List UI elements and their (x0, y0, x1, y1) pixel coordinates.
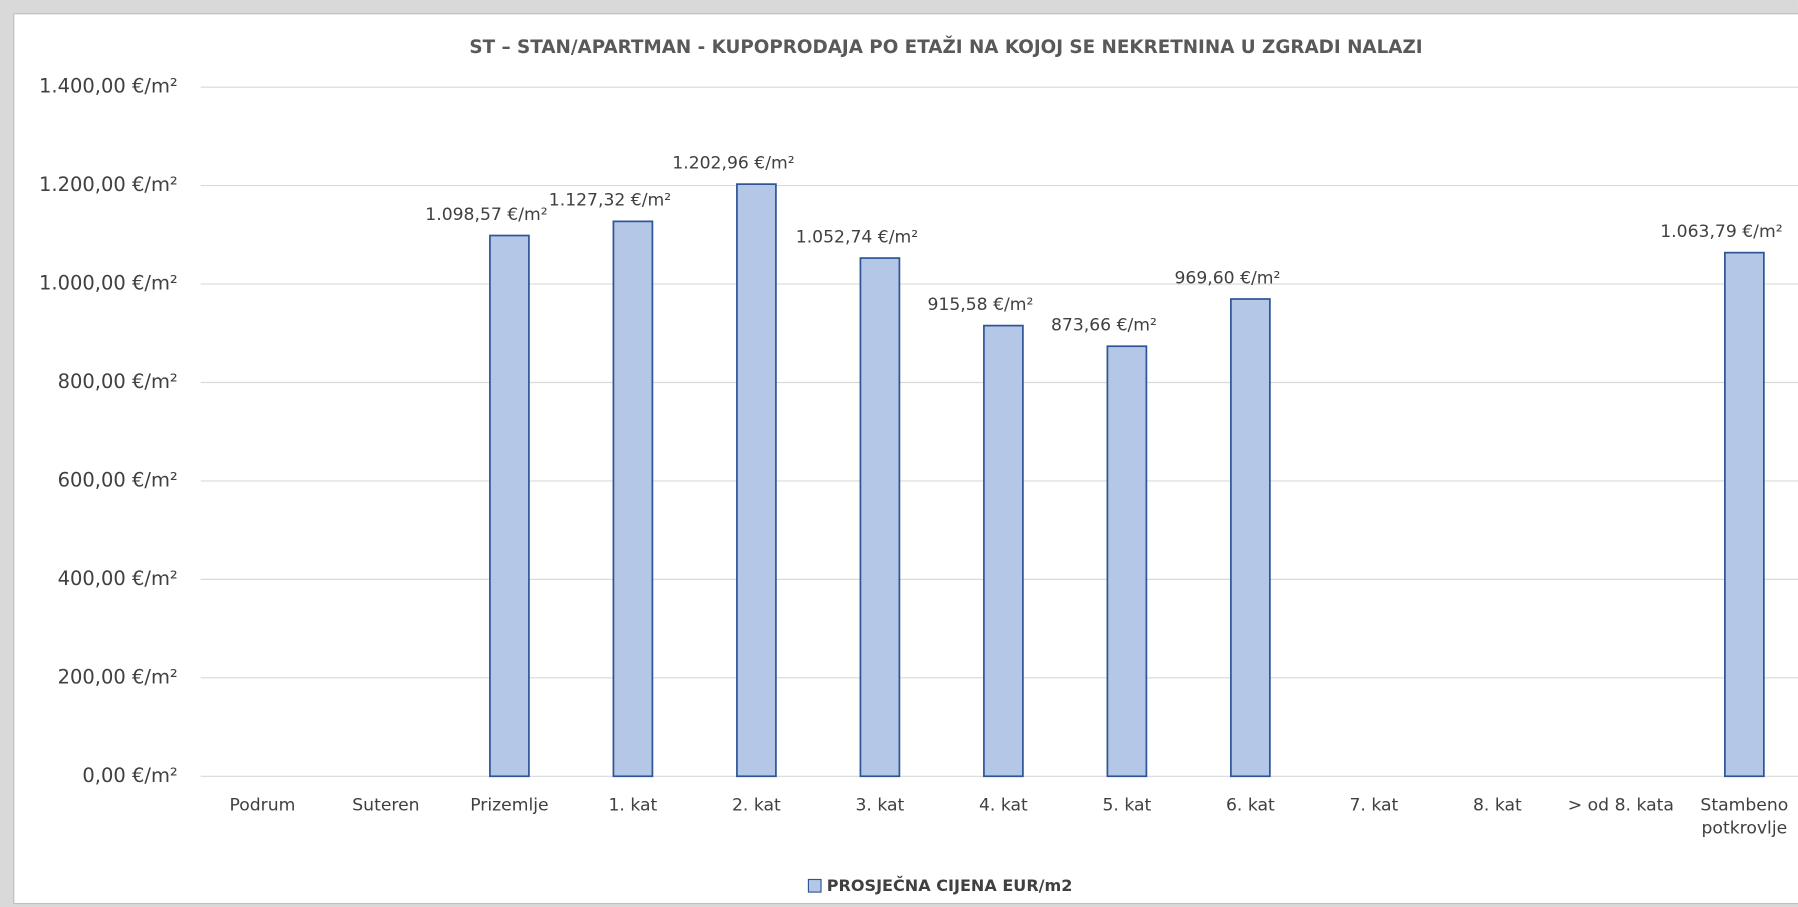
x-tick-label-box: 1. kat (608, 794, 658, 816)
x-tick-label: Stambeno potkrovlje (1700, 794, 1789, 839)
x-tick-label-box: 7. kat (1349, 794, 1399, 816)
x-tick-label-box: 4. kat (978, 794, 1028, 816)
data-label: 1.052,74 €/m² (796, 227, 918, 247)
x-tick-label: 7. kat (1349, 794, 1399, 816)
x-tick-label-box: 8. kat (1472, 794, 1522, 816)
x-tick-label-box: Suteren (352, 794, 420, 816)
data-label: 915,58 €/m² (927, 295, 1033, 315)
y-tick-label: 600,00 €/m² (58, 468, 178, 491)
x-tick-label: 8. kat (1472, 794, 1522, 816)
y-tick-label: 1.200,00 €/m² (39, 173, 178, 196)
bar (1230, 298, 1271, 778)
data-label: 1.098,57 €/m² (425, 205, 547, 225)
y-tick-label: 200,00 €/m² (58, 665, 178, 688)
x-tick-label-box: Stambeno potkrovlje (1700, 794, 1789, 839)
x-tick-label: 3. kat (855, 794, 905, 816)
chart-title: ST – STAN/APARTMAN - KUPOPRODAJA PO ETAŽ… (469, 36, 1422, 58)
data-label: 1.202,96 €/m² (672, 153, 794, 173)
bar (983, 324, 1024, 778)
x-tick-label-box: Podrum (229, 794, 296, 816)
bar (612, 220, 654, 778)
bar (1106, 345, 1148, 778)
x-tick-label-box: > od 8. kata (1567, 794, 1674, 816)
x-tick-label: Suteren (352, 794, 420, 816)
y-tick-label: 800,00 €/m² (58, 370, 178, 393)
x-tick-label-box: 5. kat (1102, 794, 1152, 816)
x-tick-label: Podrum (229, 794, 296, 816)
x-tick-label: Prizemlje (470, 794, 549, 816)
data-label: 969,60 €/m² (1174, 268, 1280, 288)
x-tick-label: 4. kat (978, 794, 1028, 816)
y-tick-label: 0,00 €/m² (82, 764, 177, 787)
y-tick-label: 1.400,00 €/m² (39, 75, 178, 98)
bar (489, 234, 530, 778)
data-label: 1.127,32 €/m² (549, 191, 671, 211)
x-tick-label: 6. kat (1225, 794, 1275, 816)
data-label: 873,66 €/m² (1051, 316, 1157, 336)
x-tick-label: 2. kat (731, 794, 781, 816)
bar (1724, 251, 1765, 778)
data-label: 1.063,79 €/m² (1660, 222, 1782, 242)
x-tick-label-box: 6. kat (1225, 794, 1275, 816)
y-tick-label: 1.000,00 €/m² (39, 272, 178, 295)
x-tick-label-box: 2. kat (731, 794, 781, 816)
x-tick-label-box: Prizemlje (470, 794, 549, 816)
legend-label: PROSJEČNA CIJENA EUR/m2 (827, 876, 1073, 895)
bar (736, 183, 777, 778)
y-tick-label: 400,00 €/m² (58, 567, 178, 590)
x-tick-label: 5. kat (1102, 794, 1152, 816)
bar (859, 257, 901, 778)
x-tick-label-box: 3. kat (855, 794, 905, 816)
x-tick-label: > od 8. kata (1567, 794, 1674, 816)
x-tick-label: 1. kat (608, 794, 658, 816)
legend-swatch (807, 878, 822, 893)
chart-area (13, 13, 1798, 905)
